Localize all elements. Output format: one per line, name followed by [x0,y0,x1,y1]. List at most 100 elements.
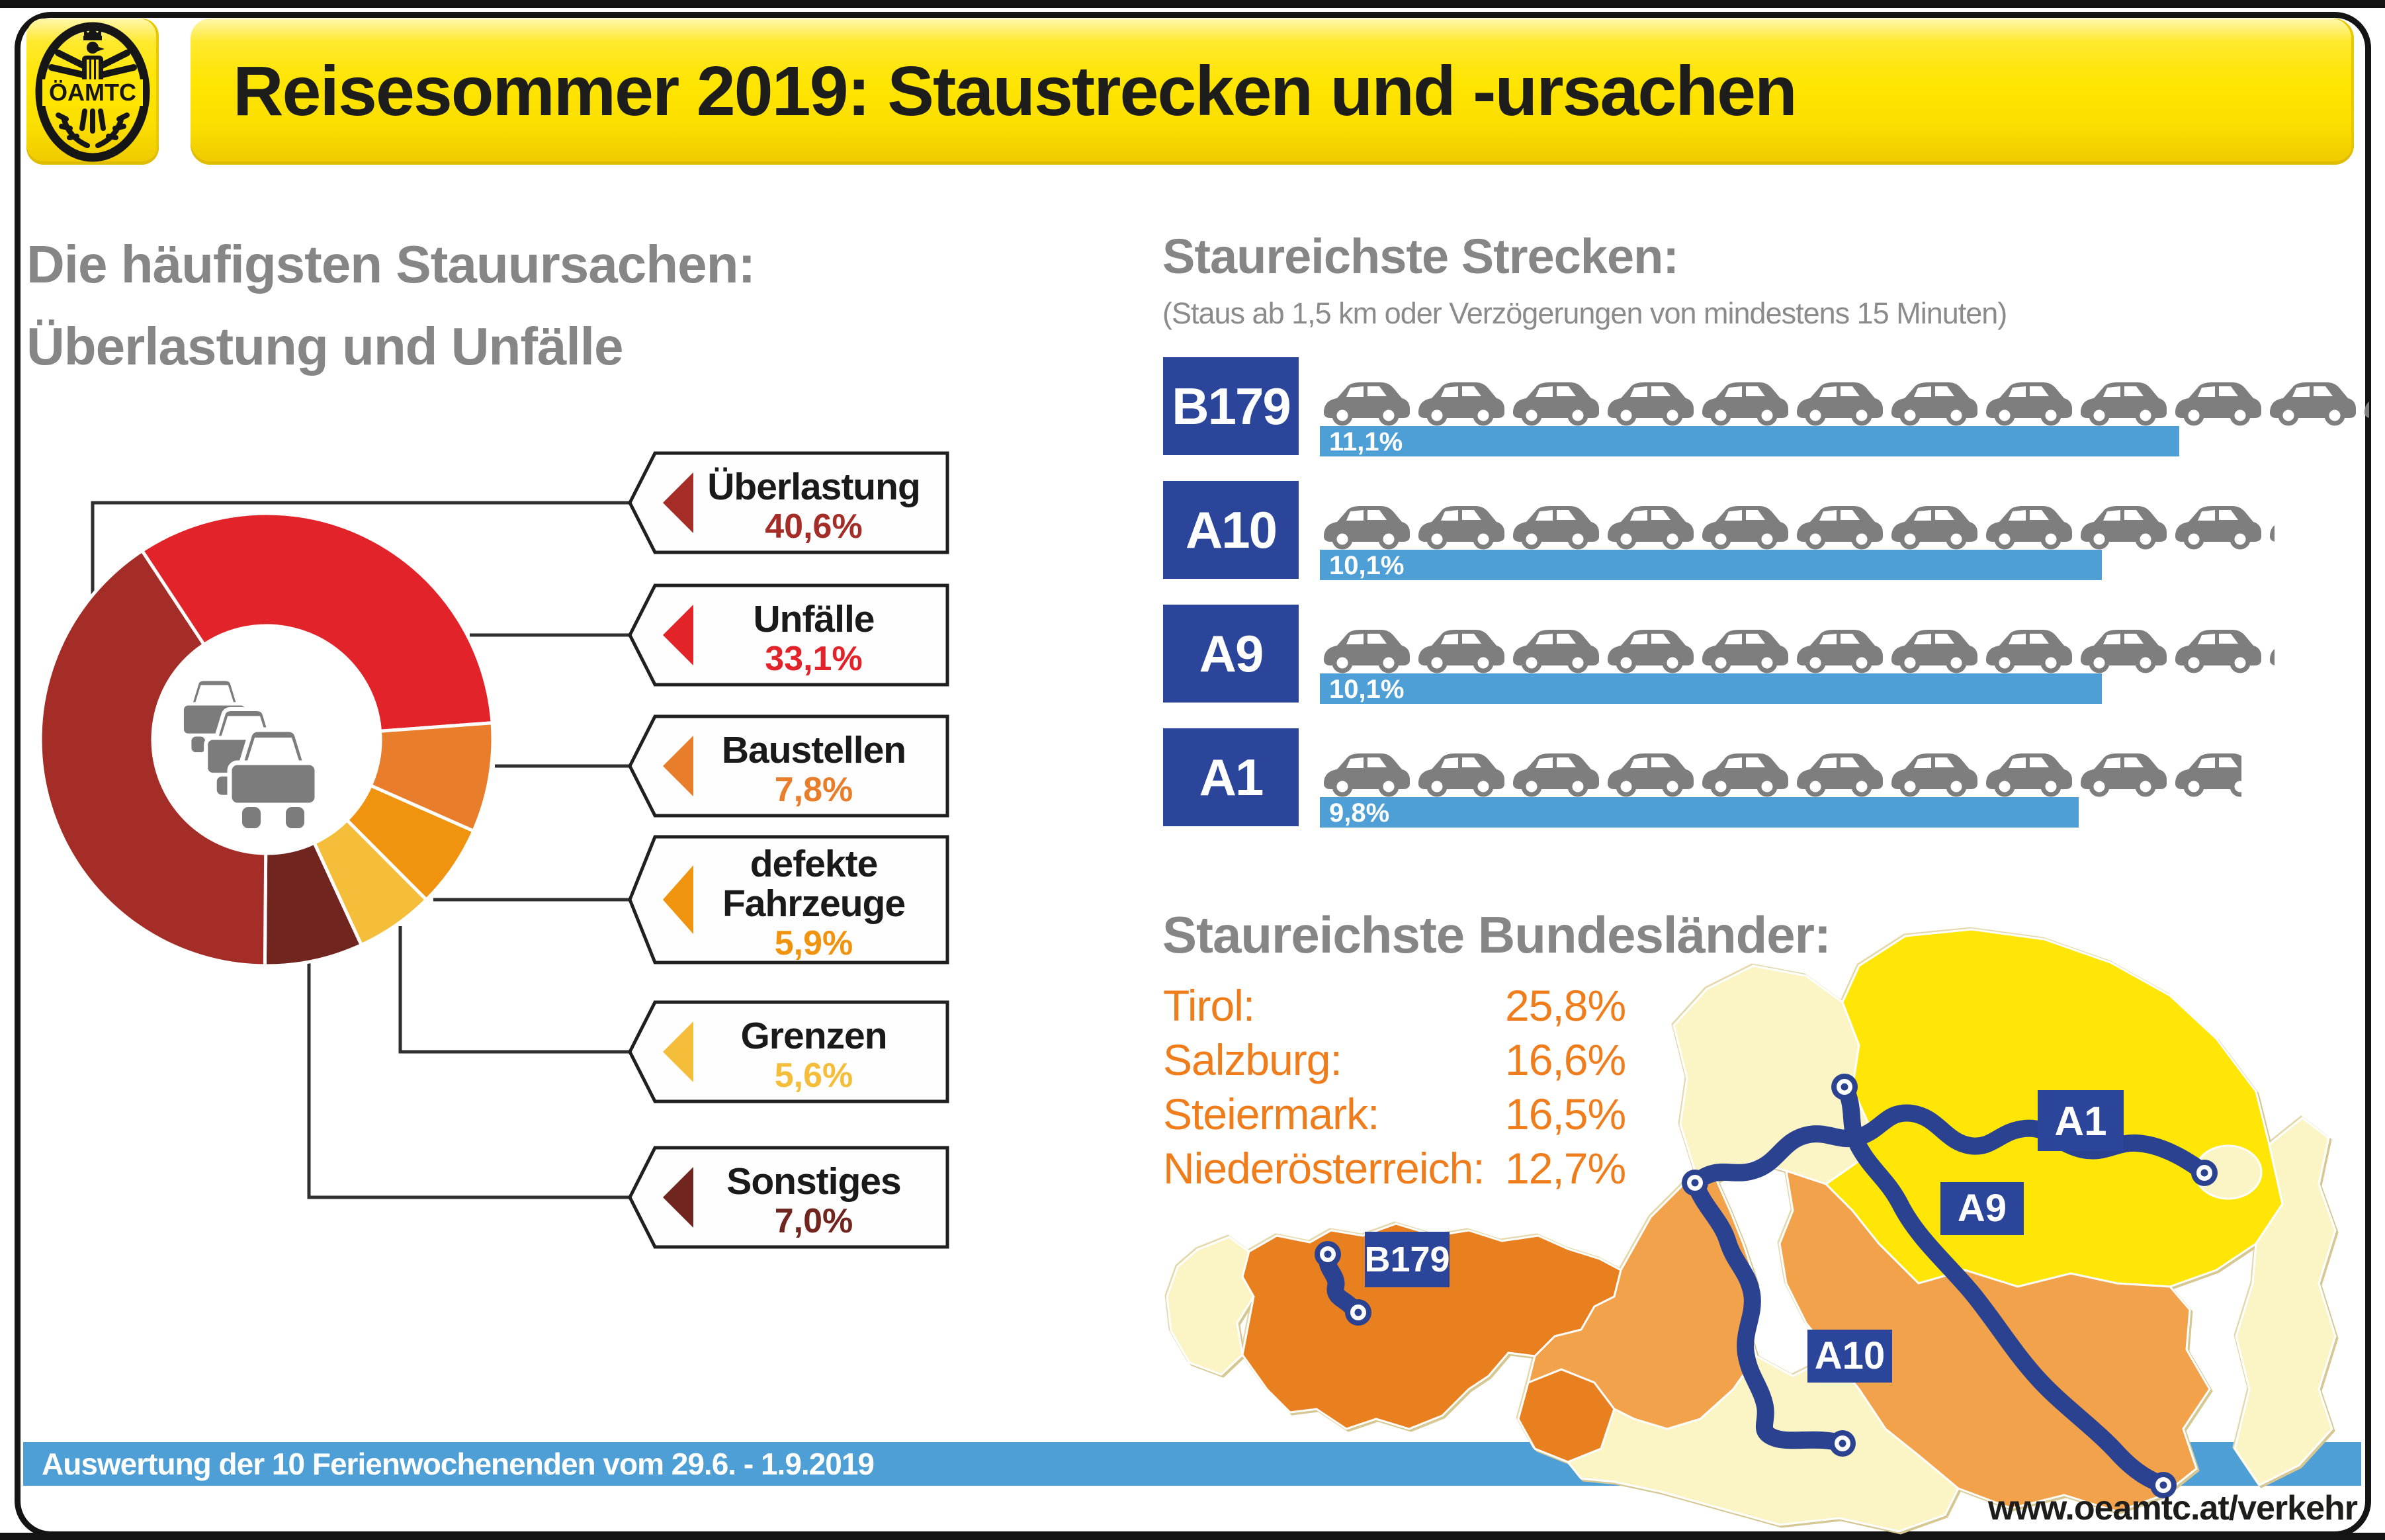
car-icon [2270,630,2275,671]
legend-box-0 [628,451,949,554]
state-row-0: Tirol: 25,8% [1163,980,1666,1035]
legend-triangle-icon-5 [663,1167,693,1228]
state-row-3: Niederösterreich: 12,7% [1163,1143,1666,1197]
legend-value-4: 5,6% [774,1056,853,1095]
oeamtc-logo: ÖAMTC [26,19,159,165]
car-icon [1797,630,1883,671]
legend-box-3 [628,835,949,964]
top-border-strip [0,0,2385,8]
traffic-jam-icon [149,632,374,850]
car-icon [2270,382,2356,423]
state-value: 16,5% [1505,1090,1626,1138]
legend-value-5: 7,0% [774,1202,853,1240]
car-icon [1513,753,1599,794]
car-icon [1513,630,1599,671]
state-name: Niederösterreich: [1163,1144,1485,1193]
legend-triangle-icon-0 [663,472,693,533]
website-url: www.oeamtc.at/verkehr [1988,1489,2358,1527]
logo-text: ÖAMTC [49,79,136,106]
car-icon [1418,753,1504,794]
car-icon [1324,506,1410,547]
route-bar-a1: 9,8% [1320,797,2079,828]
car-icon [2081,506,2167,547]
route-cars-b179 [1320,380,2369,426]
car-icon [1891,630,1977,671]
legend-label-2: Baustellen [721,729,906,771]
car-icon [1608,506,1694,547]
leader-line-5 [307,962,630,1199]
legend-box-2 [628,714,949,818]
car-icon [1702,506,1788,547]
state-name: Tirol: [1163,981,1255,1030]
car-icon [1324,382,1410,423]
route-label-b179: B179 [1163,357,1299,455]
car-icon [2175,753,2241,794]
legend-value-0: 40,6% [765,507,863,546]
leader-line-4 [398,926,630,1054]
state-value: 16,6% [1505,1035,1626,1084]
legend-label-5: Sonstiges [726,1160,901,1203]
car-icon [1702,382,1788,423]
car-icon [1418,630,1504,671]
route-cars-a9 [1320,627,2275,673]
route-bar-a10: 10,1% [1320,550,2102,580]
routes-subheading: (Staus ab 1,5 km oder Verzögerungen von … [1162,296,2007,330]
oeamtc-emblem-icon: ÖAMTC [35,22,150,162]
footer-note: Auswertung der 10 Ferienwochenenden vom … [42,1447,875,1481]
car-icon [1986,630,2072,671]
car-icon [1608,630,1694,671]
state-name: Steiermark: [1163,1090,1379,1138]
car-icon [1891,506,1977,547]
car-icon [1608,753,1694,794]
car-icon [2175,630,2261,671]
leader-line-0 [91,501,630,595]
donut-segment-unf-lle [140,511,494,733]
legend-value-1: 33,1% [765,640,863,678]
page-title: Reisesommer 2019: Staustrecken und -ursa… [233,52,1798,130]
route-cars-a10 [1320,503,2275,550]
eagle-crown-icon [83,26,102,40]
legend-value-3: 5,9% [774,924,853,962]
legend-box-1 [628,583,949,687]
legend-triangle-icon-2 [663,736,693,796]
car-icon [2175,506,2261,547]
legend-label-3: defekte Fahrzeuge [722,843,906,925]
car-icon [1797,382,1883,423]
car-icon [1418,382,1504,423]
car-icon [1702,753,1788,794]
route-label-a9: A9 [1163,605,1299,703]
car-icon [1797,753,1883,794]
car-icon [1891,382,1977,423]
car-icon [1797,506,1883,547]
route-label-a1: A1 [1163,728,1299,826]
donut-segment--berlastung [38,548,268,968]
eagle-tail-icon [56,108,130,148]
car-icon [1418,506,1504,547]
title-banner: Reisesommer 2019: Staustrecken und -ursa… [191,19,2354,165]
route-bar-a9: 10,1% [1320,673,2102,704]
route-bar-value: 11,1% [1329,427,1403,456]
car-icon [2081,753,2167,794]
car-icon [2081,382,2167,423]
page-frame [15,12,2371,1537]
car-icon [1702,630,1788,671]
route-label-a10: A10 [1163,481,1299,579]
car-icon [1324,753,1410,794]
states-heading: Staureichste Bundesländer: [1162,906,1831,964]
route-bar-value: 9,8% [1329,798,1390,828]
legend-label-1: Unfälle [753,598,875,640]
car-icon [1891,753,1977,794]
car-icon [1324,630,1410,671]
legend-value-2: 7,8% [774,771,853,809]
car-icon [1608,382,1694,423]
car-icon [1986,506,2072,547]
route-bar-value: 10,1% [1329,551,1405,580]
car-icon [1986,753,2072,794]
legend-box-5 [628,1146,949,1249]
car-icon [2270,506,2275,547]
routes-heading: Staureichste Strecken: [1162,229,1679,284]
footer-note-bar: Auswertung der 10 Ferienwochenenden vom … [23,1442,2361,1486]
state-value: 25,8% [1505,981,1626,1030]
legend-triangle-icon-1 [663,605,693,665]
